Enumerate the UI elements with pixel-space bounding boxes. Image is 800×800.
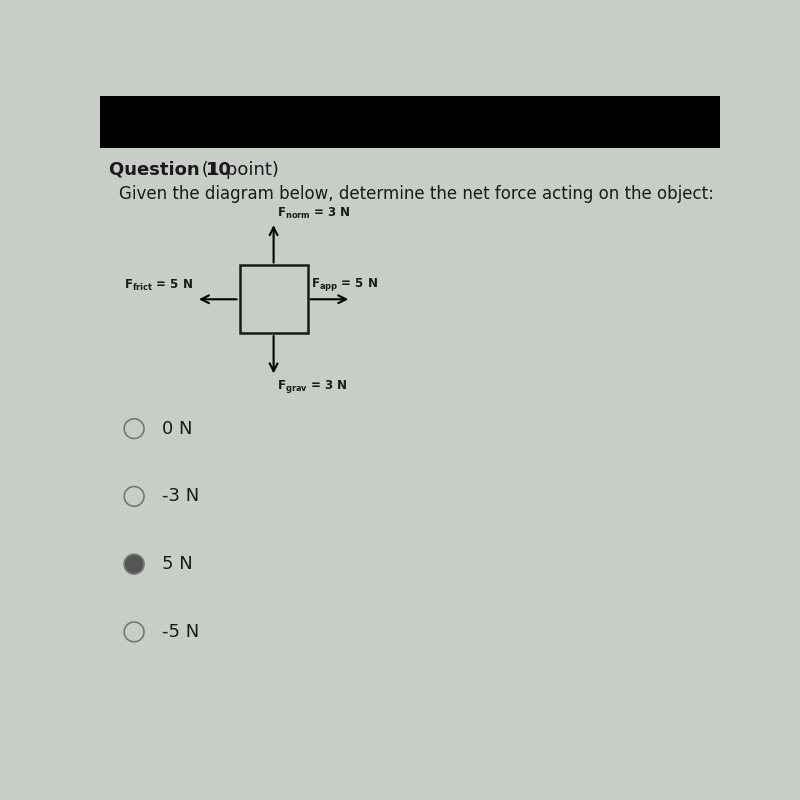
Text: (1 point): (1 point): [196, 161, 279, 178]
Bar: [100, 96, 720, 148]
Circle shape: [124, 554, 144, 574]
Text: Given the diagram below, determine the net force acting on the object:: Given the diagram below, determine the n…: [118, 186, 714, 203]
Text: $\mathbf{F_{grav}}$ = 3 N: $\mathbf{F_{grav}}$ = 3 N: [277, 378, 347, 395]
Text: $\mathbf{F_{norm}}$ = 3 N: $\mathbf{F_{norm}}$ = 3 N: [277, 206, 350, 221]
Text: Question 10: Question 10: [110, 161, 231, 178]
Text: $\mathbf{F_{app}}$ = 5 N: $\mathbf{F_{app}}$ = 5 N: [310, 276, 378, 293]
Text: $\mathbf{F_{frict}}$ = 5 N: $\mathbf{F_{frict}}$ = 5 N: [124, 278, 193, 293]
Text: -5 N: -5 N: [162, 623, 199, 641]
Text: 0 N: 0 N: [162, 420, 193, 438]
Text: 5 N: 5 N: [162, 555, 193, 573]
Text: -3 N: -3 N: [162, 487, 199, 506]
Bar: [239, 266, 308, 333]
